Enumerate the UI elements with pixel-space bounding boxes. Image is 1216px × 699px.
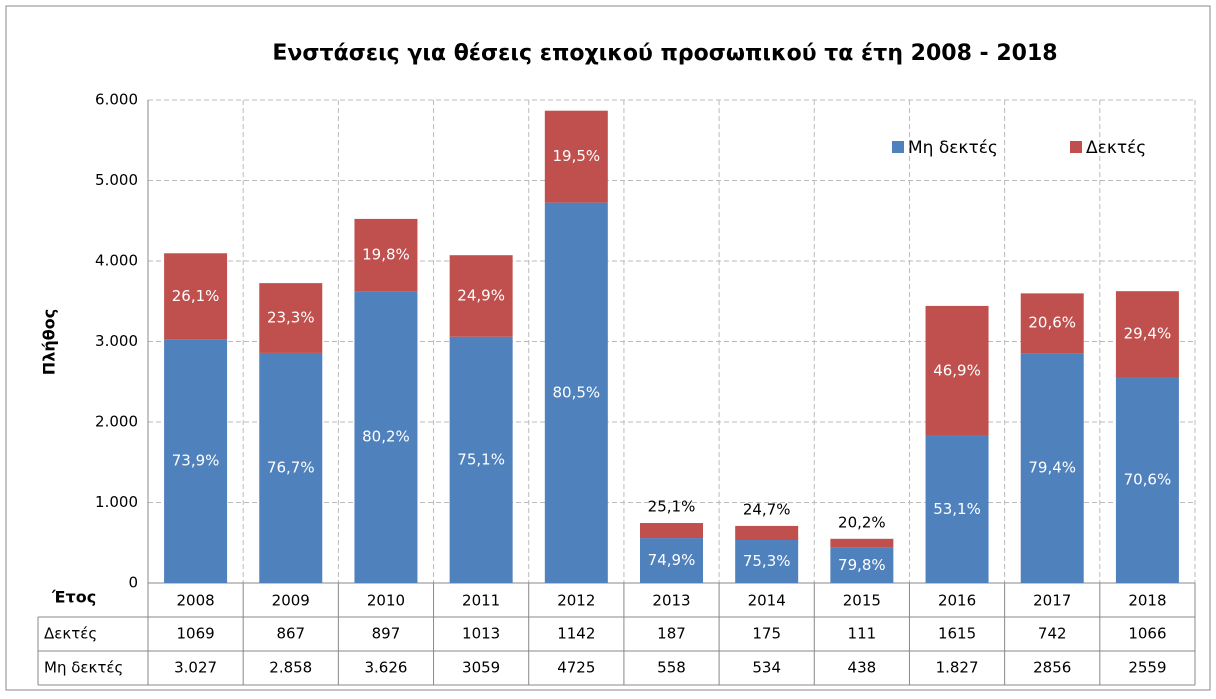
table-cell: 3.027 <box>174 659 217 677</box>
x-tick-label: 2014 <box>748 592 786 610</box>
percentage-label: 75,1% <box>457 450 505 468</box>
x-tick-label: 2012 <box>557 592 595 610</box>
x-tick-label: 2011 <box>462 592 500 610</box>
bar-segment <box>354 291 418 583</box>
table-cell: 1069 <box>176 625 214 643</box>
percentage-label: 23,3% <box>267 309 315 327</box>
chart-title: Ενστάσεις για θέσεις εποχικού προσωπικού… <box>272 41 1057 66</box>
bar-segment <box>449 255 513 337</box>
bar-segment <box>449 336 513 583</box>
y-tick-label: 0 <box>128 574 138 592</box>
table-cell: 867 <box>276 625 305 643</box>
bar-segment <box>544 202 608 583</box>
percentage-label: 73,9% <box>172 452 220 470</box>
legend-swatch <box>1070 141 1082 153</box>
bar-segment <box>1115 377 1179 583</box>
table-cell: 1.827 <box>936 659 979 677</box>
percentage-label: 80,2% <box>362 428 410 446</box>
percentage-label: 46,9% <box>933 361 981 379</box>
y-tick-label: 6.000 <box>95 91 138 109</box>
bar-segment <box>354 218 418 292</box>
y-tick-label: 3.000 <box>95 332 138 350</box>
percentage-label: 20,2% <box>838 513 886 531</box>
bar-segment <box>735 540 799 583</box>
legend-label: Δεκτές <box>1086 138 1146 158</box>
percentage-label: 19,8% <box>362 246 410 264</box>
bar-segment <box>259 352 323 583</box>
bar-segment <box>640 523 703 539</box>
x-tick-label: 2015 <box>843 592 881 610</box>
bar-segment <box>830 547 894 583</box>
percentage-label: 79,8% <box>838 556 886 574</box>
percentage-label: 20,6% <box>1028 314 1076 332</box>
percentage-label: 76,7% <box>267 458 315 476</box>
table-cell: 1066 <box>1128 625 1166 643</box>
table-cell: 4725 <box>557 659 595 677</box>
table-cell: 534 <box>752 659 781 677</box>
percentage-label: 74,9% <box>648 551 696 569</box>
x-tick-label: 2010 <box>367 592 405 610</box>
table-cell: 742 <box>1038 625 1067 643</box>
x-tick-label: 2013 <box>652 592 690 610</box>
percentage-label: 24,9% <box>457 286 505 304</box>
bar-segment <box>925 305 989 436</box>
percentage-label: 79,4% <box>1028 459 1076 477</box>
x-tick-label: 2008 <box>176 592 214 610</box>
percentage-label: 80,5% <box>552 383 600 401</box>
x-tick-label: 2018 <box>1128 592 1166 610</box>
percentage-label: 25,1% <box>648 498 696 516</box>
bar-segment <box>1020 353 1084 583</box>
bar-segment <box>925 435 989 583</box>
table-cell: 187 <box>657 625 686 643</box>
legend-label: Μη δεκτές <box>908 138 998 158</box>
y-tick-label: 4.000 <box>95 252 138 270</box>
table-cell: 1013 <box>462 625 500 643</box>
x-tick-label: 2009 <box>272 592 310 610</box>
percentage-label: 24,7% <box>743 500 791 518</box>
percentage-label: 70,6% <box>1124 471 1172 489</box>
y-axis-label: Πλήθος <box>40 309 59 375</box>
table-cell: 438 <box>848 659 877 677</box>
table-row-header: Μη δεκτές <box>44 659 123 677</box>
bar-segment <box>164 339 228 583</box>
table-cell: 2.858 <box>269 659 312 677</box>
bar-segment <box>544 110 608 203</box>
percentage-label: 75,3% <box>743 552 791 570</box>
bar-segment <box>1115 291 1179 378</box>
bar-segment <box>640 538 703 583</box>
bar-segment <box>259 283 323 353</box>
bar-segment <box>164 253 228 340</box>
x-tick-label: 2016 <box>938 592 976 610</box>
bar-segment <box>1020 293 1084 354</box>
table-cell: 2559 <box>1128 659 1166 677</box>
table-cell: 3.626 <box>364 659 407 677</box>
y-tick-label: 2.000 <box>95 413 138 431</box>
percentage-label: 53,1% <box>933 500 981 518</box>
percentage-label: 19,5% <box>552 147 600 165</box>
table-cell: 558 <box>657 659 686 677</box>
table-cell: 111 <box>848 625 877 643</box>
x-tick-label: 2017 <box>1033 592 1071 610</box>
table-cell: 1142 <box>557 625 595 643</box>
percentage-label: 29,4% <box>1124 325 1172 343</box>
table-row-header: Δεκτές <box>44 625 97 643</box>
y-tick-label: 1.000 <box>95 493 138 511</box>
table-cell: 897 <box>372 625 401 643</box>
table-cell: 2856 <box>1033 659 1071 677</box>
legend-swatch <box>892 141 904 153</box>
table-header: Έτος <box>51 588 96 607</box>
table-cell: 175 <box>752 625 781 643</box>
y-tick-label: 5.000 <box>95 171 138 189</box>
table-cell: 1615 <box>938 625 976 643</box>
table-cell: 3059 <box>462 659 500 677</box>
bar-segment <box>830 538 894 548</box>
percentage-label: 26,1% <box>172 287 220 305</box>
bar-segment <box>735 525 799 541</box>
